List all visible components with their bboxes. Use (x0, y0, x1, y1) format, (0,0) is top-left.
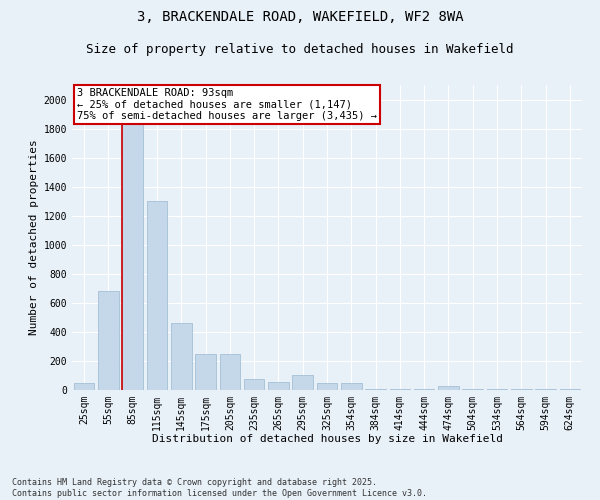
Bar (146, 201, 167, 390)
Bar (317, 384, 337, 390)
Bar (438, 386, 459, 390)
Bar (220, 354, 240, 390)
Bar (98, 291, 119, 390)
X-axis label: Distribution of detached houses by size in Wakefield: Distribution of detached houses by size … (151, 434, 503, 444)
Bar (195, 354, 216, 390)
Text: Contains HM Land Registry data © Crown copyright and database right 2025.
Contai: Contains HM Land Registry data © Crown c… (12, 478, 427, 498)
Bar (171, 323, 191, 390)
Bar (292, 376, 313, 390)
Text: 3 BRACKENDALE ROAD: 93sqm
← 25% of detached houses are smaller (1,147)
75% of se: 3 BRACKENDALE ROAD: 93sqm ← 25% of detac… (77, 88, 377, 121)
Bar (268, 382, 289, 390)
Y-axis label: Number of detached properties: Number of detached properties (29, 140, 40, 336)
Bar (122, 124, 143, 390)
Bar (74, 382, 94, 390)
Text: 3, BRACKENDALE ROAD, WAKEFIELD, WF2 8WA: 3, BRACKENDALE ROAD, WAKEFIELD, WF2 8WA (137, 10, 463, 24)
Text: Size of property relative to detached houses in Wakefield: Size of property relative to detached ho… (86, 42, 514, 56)
Bar (244, 379, 265, 390)
Bar (341, 382, 362, 390)
